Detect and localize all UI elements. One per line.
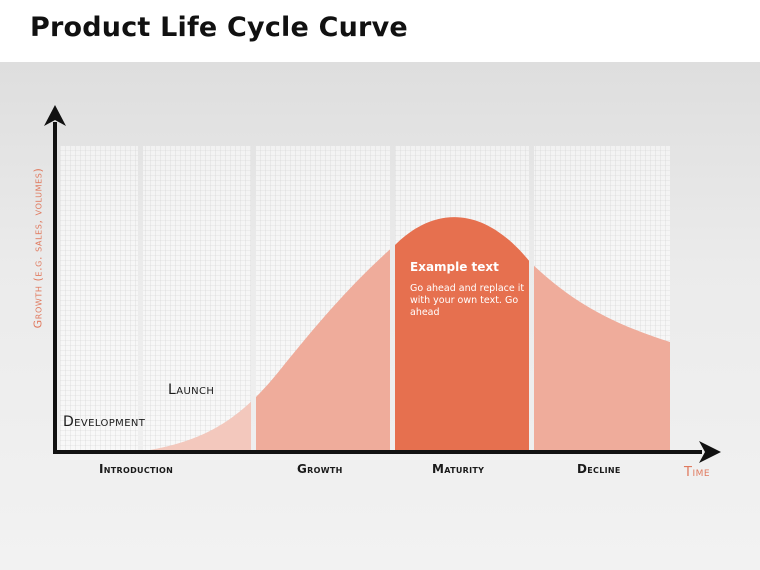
axes xyxy=(44,105,721,463)
example-text-box: Example text Go ahead and replace it wit… xyxy=(410,260,530,319)
phase-introduction: Introduction xyxy=(99,462,174,476)
stage-launch: Launch xyxy=(168,382,215,398)
curve-areas xyxy=(150,217,670,450)
title-bar: Product Life Cycle Curve xyxy=(0,0,760,62)
phase-decline: Decline xyxy=(577,462,621,476)
x-axis-label: Time xyxy=(684,465,711,480)
area-growth xyxy=(256,249,390,450)
area-introduction xyxy=(150,401,251,450)
y-axis-arrowhead xyxy=(44,105,66,126)
stage-development: Development xyxy=(63,414,146,430)
y-axis-label: Growth (e.g. sales, volumes) xyxy=(31,167,45,329)
example-title: Example text xyxy=(410,260,499,274)
phase-maturity: Maturity xyxy=(432,462,485,476)
area-decline xyxy=(534,265,670,450)
phase-growth: Growth xyxy=(297,462,343,476)
x-axis-arrowhead xyxy=(699,441,721,463)
example-body: Go ahead and replace it with your own te… xyxy=(410,283,525,318)
area-maturity xyxy=(395,217,529,450)
slide-title: Product Life Cycle Curve xyxy=(30,12,408,43)
